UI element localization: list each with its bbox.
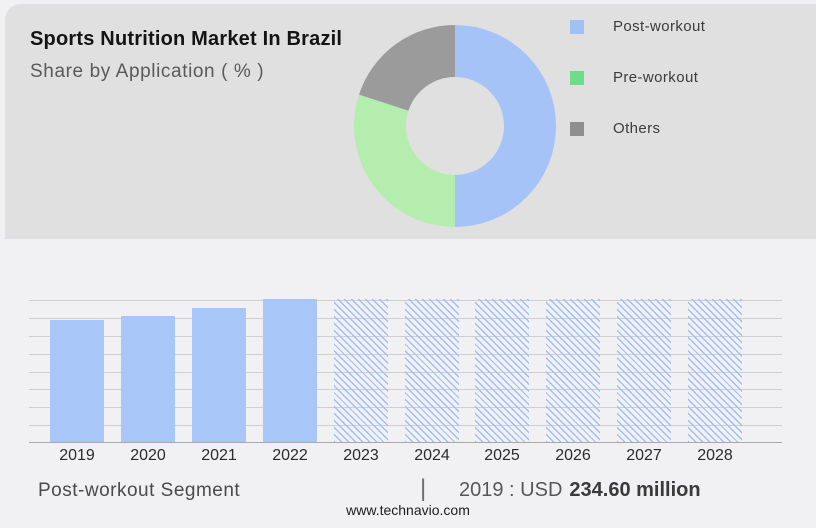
website-url: www.technavio.com (346, 502, 470, 518)
legend-swatch-others (570, 121, 584, 136)
segment-label: Post-workout Segment (38, 480, 241, 501)
bar-2025-forecast (475, 299, 529, 442)
page-subtitle: Share by Application ( % ) (30, 61, 265, 82)
donut-chart (354, 25, 556, 227)
x-axis-label-2019: 2019 (59, 447, 95, 464)
legend-item-others: Others (570, 120, 705, 137)
page-title: Sports Nutrition Market In Brazil (30, 28, 343, 50)
legend-item-pre-workout: Pre-workout (570, 69, 705, 86)
bar-2022 (263, 299, 317, 442)
bar-2023-forecast (334, 299, 388, 442)
x-axis-label-2021: 2021 (201, 447, 237, 464)
x-axis-labels: 2019 2020 2021 2022 2023 2024 2025 2026 2027 2028 (29, 447, 782, 465)
donut-slice-others (354, 25, 556, 227)
bar-2024-forecast (405, 299, 459, 442)
donut-chart-svg (354, 25, 556, 227)
bar-2028-forecast (688, 299, 742, 442)
x-axis-label-2027: 2027 (626, 447, 662, 464)
bar-2027-forecast (617, 299, 671, 442)
bar-chart (29, 299, 782, 443)
x-axis-label-2024: 2024 (414, 447, 450, 464)
x-axis-label-2026: 2026 (555, 447, 591, 464)
x-axis-label-2022: 2022 (272, 447, 308, 464)
donut-slice-pre-workout (354, 25, 556, 227)
value-amount: 234.60 million (569, 479, 701, 501)
x-axis-label-2028: 2028 (697, 447, 733, 464)
separator-bar: | (420, 475, 427, 502)
x-axis-label-2023: 2023 (343, 447, 379, 464)
bar-2019 (50, 320, 104, 442)
value-prefix: 2019 : USD (459, 479, 563, 501)
legend-label: Pre-workout (613, 69, 699, 86)
base-year-value: 2019 : USD 234.60 million (459, 479, 701, 502)
bar-2020 (121, 316, 175, 442)
bar-2021 (192, 308, 246, 442)
legend-item-post-workout: Post-workout (570, 18, 705, 35)
x-axis-label-2025: 2025 (484, 447, 520, 464)
bar-2026-forecast (546, 299, 600, 442)
legend-label: Post-workout (613, 18, 706, 35)
chart-legend: Post-workout Pre-workout Others (570, 18, 705, 171)
x-axis-label-2020: 2020 (130, 447, 166, 464)
header-panel: Sports Nutrition Market In Brazil Share … (5, 4, 816, 239)
legend-swatch-post-workout (570, 19, 584, 34)
legend-swatch-pre-workout (570, 70, 584, 85)
legend-label: Others (613, 120, 661, 137)
